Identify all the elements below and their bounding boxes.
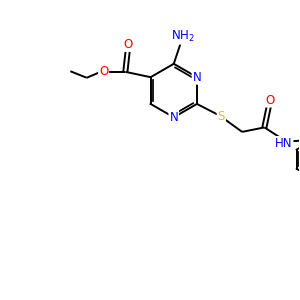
Text: N: N [193,71,201,84]
Text: HN: HN [275,137,292,150]
Text: O: O [266,94,275,106]
Text: S: S [218,110,225,123]
Text: O: O [124,38,133,51]
Text: NH$_2$: NH$_2$ [171,28,195,44]
Text: O: O [99,65,108,78]
Text: N: N [169,111,178,124]
